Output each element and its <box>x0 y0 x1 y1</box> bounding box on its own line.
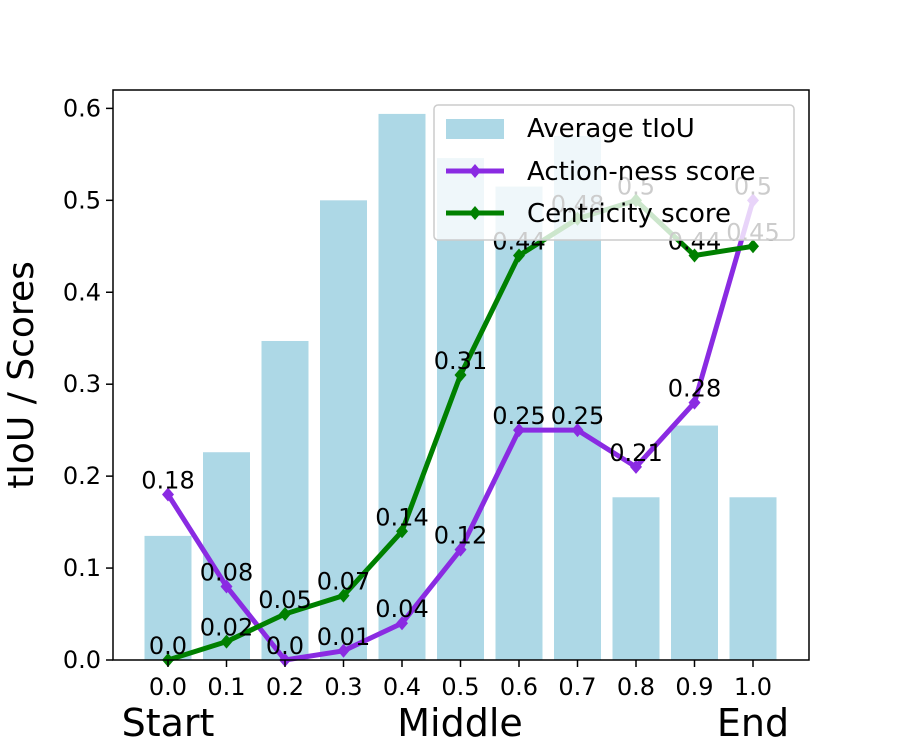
bar-average-tiou <box>729 497 777 660</box>
point-marker-centricity <box>747 239 759 254</box>
data-label-action-ness: 0.25 <box>492 402 545 430</box>
position-label-middle: Middle <box>397 701 523 745</box>
data-label-centricity: 0.31 <box>434 347 487 375</box>
position-label-start: Start <box>122 701 215 745</box>
point-marker-centricity <box>513 248 525 263</box>
point-marker-action-ness <box>630 459 642 474</box>
bar-average-tiou <box>203 452 250 660</box>
data-label-centricity: 0.02 <box>200 614 253 642</box>
data-label-action-ness: 0.28 <box>668 375 721 403</box>
data-label-action-ness: 0.0 <box>266 632 304 660</box>
x-tick-label: 0.6 <box>500 673 538 701</box>
x-tick-label: 0.9 <box>675 673 713 701</box>
point-marker-action-ness <box>337 643 350 658</box>
bar-average-tiou <box>437 158 484 660</box>
point-marker-action-ness <box>454 542 467 557</box>
bars-layer <box>144 113 777 661</box>
point-marker-action-ness <box>571 423 584 438</box>
y-axis: 0.0 0.1 0.2 0.3 0.4 0.5 0.6 <box>63 94 113 674</box>
legend-box <box>433 104 795 241</box>
data-label-action-ness: 0.25 <box>551 402 604 430</box>
legend-label-average-tiou: Average tIoU <box>527 114 695 144</box>
lines-layer <box>162 193 759 667</box>
point-marker-centricity <box>454 368 467 382</box>
legend-marker-action-ness <box>469 164 481 178</box>
point-marker-centricity <box>688 248 701 263</box>
data-label-action-ness: 0.18 <box>141 467 194 495</box>
y-tick-label: 0.2 <box>63 462 101 490</box>
data-label-action-ness: 0.01 <box>317 623 370 651</box>
x-tick-label: 0.5 <box>441 673 479 701</box>
legend-label-action-ness: Action-ness score <box>527 157 756 187</box>
data-label-action-ness: 0.21 <box>609 439 662 467</box>
bar-average-tiou <box>378 113 426 661</box>
x-tick-label: 0.4 <box>383 673 421 701</box>
position-label-end: End <box>717 701 789 745</box>
data-label-centricity: 0.0 <box>149 632 187 660</box>
point-marker-centricity <box>220 634 233 649</box>
x-tick-label: 0.1 <box>207 673 245 701</box>
x-tick-label: 1.0 <box>734 673 772 701</box>
bar-average-tiou <box>144 535 192 660</box>
point-marker-action-ness <box>220 579 233 594</box>
y-tick-label: 0.0 <box>63 646 101 674</box>
y-tick-label: 0.6 <box>63 94 101 122</box>
point-marker-centricity <box>337 588 350 603</box>
x-tick-label: 0.2 <box>266 673 304 701</box>
y-axis-label: tIoU / Scores <box>1 261 42 489</box>
legend-swatch-average-tiou <box>446 119 504 139</box>
data-label-action-ness: 0.04 <box>375 595 428 623</box>
y-tick-label: 0.1 <box>63 554 101 582</box>
x-axis: 0.0 0.1 0.2 0.3 0.4 0.5 0.6 0.7 0.8 0.9 1.0 <box>149 660 772 701</box>
x-tick-label: 0.3 <box>324 673 362 701</box>
data-label-centricity: 0.14 <box>375 503 428 531</box>
y-tick-label: 0.4 <box>63 278 101 306</box>
bar-average-tiou <box>671 425 718 660</box>
data-label-action-ness: 0.08 <box>200 558 253 586</box>
data-label-centricity: 0.07 <box>317 568 370 596</box>
x-tick-label: 0.8 <box>617 673 655 701</box>
point-marker-action-ness <box>162 487 174 502</box>
legend-label-centricity: Centricity score <box>527 199 731 229</box>
x-tick-label: 0.7 <box>558 673 596 701</box>
point-marker-centricity <box>279 607 291 622</box>
legend-marker-centricity <box>469 206 481 220</box>
point-marker-action-ness <box>513 423 525 438</box>
y-tick-label: 0.3 <box>63 370 101 398</box>
point-marker-centricity <box>396 524 408 539</box>
legend: Average tIoU Action-ness score Centricit… <box>433 104 795 241</box>
point-marker-action-ness <box>688 395 701 410</box>
x-tick-label: 0.0 <box>149 673 187 701</box>
bar-average-tiou <box>612 497 660 660</box>
data-label-centricity: 0.05 <box>258 586 311 614</box>
y-tick-label: 0.5 <box>63 186 101 214</box>
data-label-action-ness: 0.12 <box>434 522 487 550</box>
point-marker-action-ness <box>396 616 408 631</box>
bar-average-tiou <box>320 200 367 661</box>
